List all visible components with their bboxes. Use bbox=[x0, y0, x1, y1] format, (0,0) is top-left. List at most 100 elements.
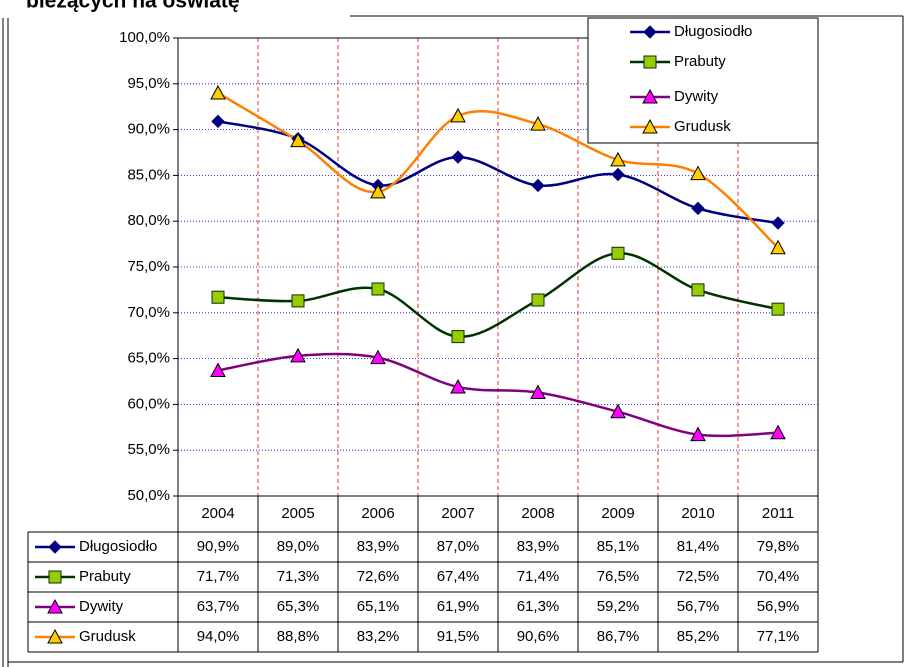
legend-marker bbox=[643, 55, 657, 69]
data-point bbox=[451, 150, 465, 164]
table-cell: 79,8% bbox=[757, 538, 800, 555]
table-cell: 90,9% bbox=[197, 538, 240, 555]
data-point bbox=[611, 246, 625, 260]
table-key-marker bbox=[47, 628, 63, 644]
table-row-label: Grudusk bbox=[79, 628, 136, 645]
legend-marker bbox=[643, 25, 657, 39]
data-point bbox=[691, 201, 705, 216]
chart-title: bieżących na oświatę bbox=[26, 0, 240, 13]
data-point bbox=[450, 107, 466, 123]
data-point bbox=[451, 330, 465, 344]
y-tick-label: 80,0% bbox=[127, 212, 170, 229]
table-cell: 61,9% bbox=[437, 598, 480, 615]
data-point bbox=[690, 426, 706, 442]
table-cell: 65,3% bbox=[277, 598, 320, 615]
y-tick-label: 100,0% bbox=[119, 29, 170, 46]
table-cell: 87,0% bbox=[437, 538, 480, 555]
table-cell: 71,7% bbox=[197, 568, 240, 585]
legend-box bbox=[587, 17, 819, 144]
table-row-label: Dywity bbox=[79, 598, 124, 615]
table-row-label: Prabuty bbox=[79, 568, 131, 585]
data-point bbox=[370, 183, 386, 199]
legend-label: Dywity bbox=[674, 88, 719, 105]
series-line bbox=[217, 252, 779, 338]
x-tick-label: 2006 bbox=[361, 505, 394, 522]
table-cell: 72,6% bbox=[357, 568, 400, 585]
legend-marker bbox=[642, 118, 658, 134]
data-point bbox=[531, 293, 545, 307]
data-point bbox=[290, 132, 306, 148]
legend-label: Prabuty bbox=[674, 53, 726, 70]
data-point bbox=[771, 302, 785, 316]
x-tick-label: 2004 bbox=[201, 505, 234, 522]
data-point bbox=[210, 362, 226, 378]
table-cell: 83,2% bbox=[357, 628, 400, 645]
legend-label: Długosiodło bbox=[674, 23, 752, 40]
legend-marker bbox=[642, 88, 658, 104]
y-tick-label: 65,0% bbox=[127, 350, 170, 367]
data-point bbox=[610, 151, 626, 167]
table-cell: 86,7% bbox=[597, 628, 640, 645]
data-point bbox=[531, 178, 545, 193]
data-point bbox=[291, 294, 305, 308]
table-cell: 61,3% bbox=[517, 598, 560, 615]
x-tick-label: 2011 bbox=[762, 505, 794, 522]
series-line bbox=[217, 91, 779, 249]
y-tick-label: 85,0% bbox=[127, 166, 170, 183]
table-cell: 65,1% bbox=[357, 598, 400, 615]
table-cell: 71,3% bbox=[277, 568, 320, 585]
table-cell: 88,8% bbox=[277, 628, 320, 645]
table-cell: 56,7% bbox=[677, 598, 720, 615]
data-point bbox=[371, 282, 385, 296]
table-cell: 56,9% bbox=[757, 598, 800, 615]
table-cell: 70,4% bbox=[757, 568, 800, 585]
data-point bbox=[370, 349, 386, 365]
table-cell: 94,0% bbox=[197, 628, 240, 645]
table-cell: 81,4% bbox=[677, 538, 720, 555]
data-point bbox=[530, 384, 546, 399]
y-tick-label: 60,0% bbox=[127, 395, 170, 412]
table-cell: 67,4% bbox=[437, 568, 480, 585]
table-cell: 85,1% bbox=[597, 538, 640, 555]
data-point bbox=[450, 378, 466, 394]
table-cell: 59,2% bbox=[597, 598, 640, 615]
data-point bbox=[290, 347, 306, 363]
y-tick-label: 70,0% bbox=[127, 304, 170, 321]
y-tick-label: 95,0% bbox=[127, 75, 170, 92]
table-cell: 85,2% bbox=[677, 628, 720, 645]
data-point bbox=[690, 165, 706, 181]
x-tick-label: 2007 bbox=[441, 505, 474, 522]
data-point bbox=[770, 239, 786, 255]
table-cell: 71,4% bbox=[517, 568, 560, 585]
data-point bbox=[691, 283, 705, 297]
data-point bbox=[530, 116, 546, 131]
table-cell: 63,7% bbox=[197, 598, 240, 615]
data-point bbox=[211, 290, 225, 304]
table-key-marker bbox=[48, 540, 62, 554]
y-tick-label: 50,0% bbox=[127, 487, 170, 504]
table-cell: 76,5% bbox=[597, 568, 640, 585]
x-tick-label: 2010 bbox=[681, 505, 714, 522]
legend-label: Grudusk bbox=[674, 118, 731, 135]
table-cell: 77,1% bbox=[757, 628, 800, 645]
table-row-label: Długosiodło bbox=[79, 538, 157, 555]
data-point bbox=[770, 424, 786, 440]
y-tick-label: 55,0% bbox=[127, 441, 170, 458]
table-cell: 72,5% bbox=[677, 568, 720, 585]
data-point bbox=[610, 403, 626, 419]
data-point bbox=[210, 84, 226, 100]
series-line bbox=[217, 120, 779, 225]
data-point bbox=[211, 114, 225, 129]
x-tick-label: 2005 bbox=[281, 505, 314, 522]
table-key-marker bbox=[48, 570, 62, 584]
data-point bbox=[611, 167, 625, 182]
y-tick-label: 90,0% bbox=[127, 121, 170, 138]
table-cell: 83,9% bbox=[357, 538, 400, 555]
table-cell: 90,6% bbox=[517, 628, 560, 645]
y-tick-label: 75,0% bbox=[127, 258, 170, 275]
x-tick-label: 2009 bbox=[601, 505, 634, 522]
table-cell: 83,9% bbox=[517, 538, 560, 555]
table-cell: 91,5% bbox=[437, 628, 480, 645]
